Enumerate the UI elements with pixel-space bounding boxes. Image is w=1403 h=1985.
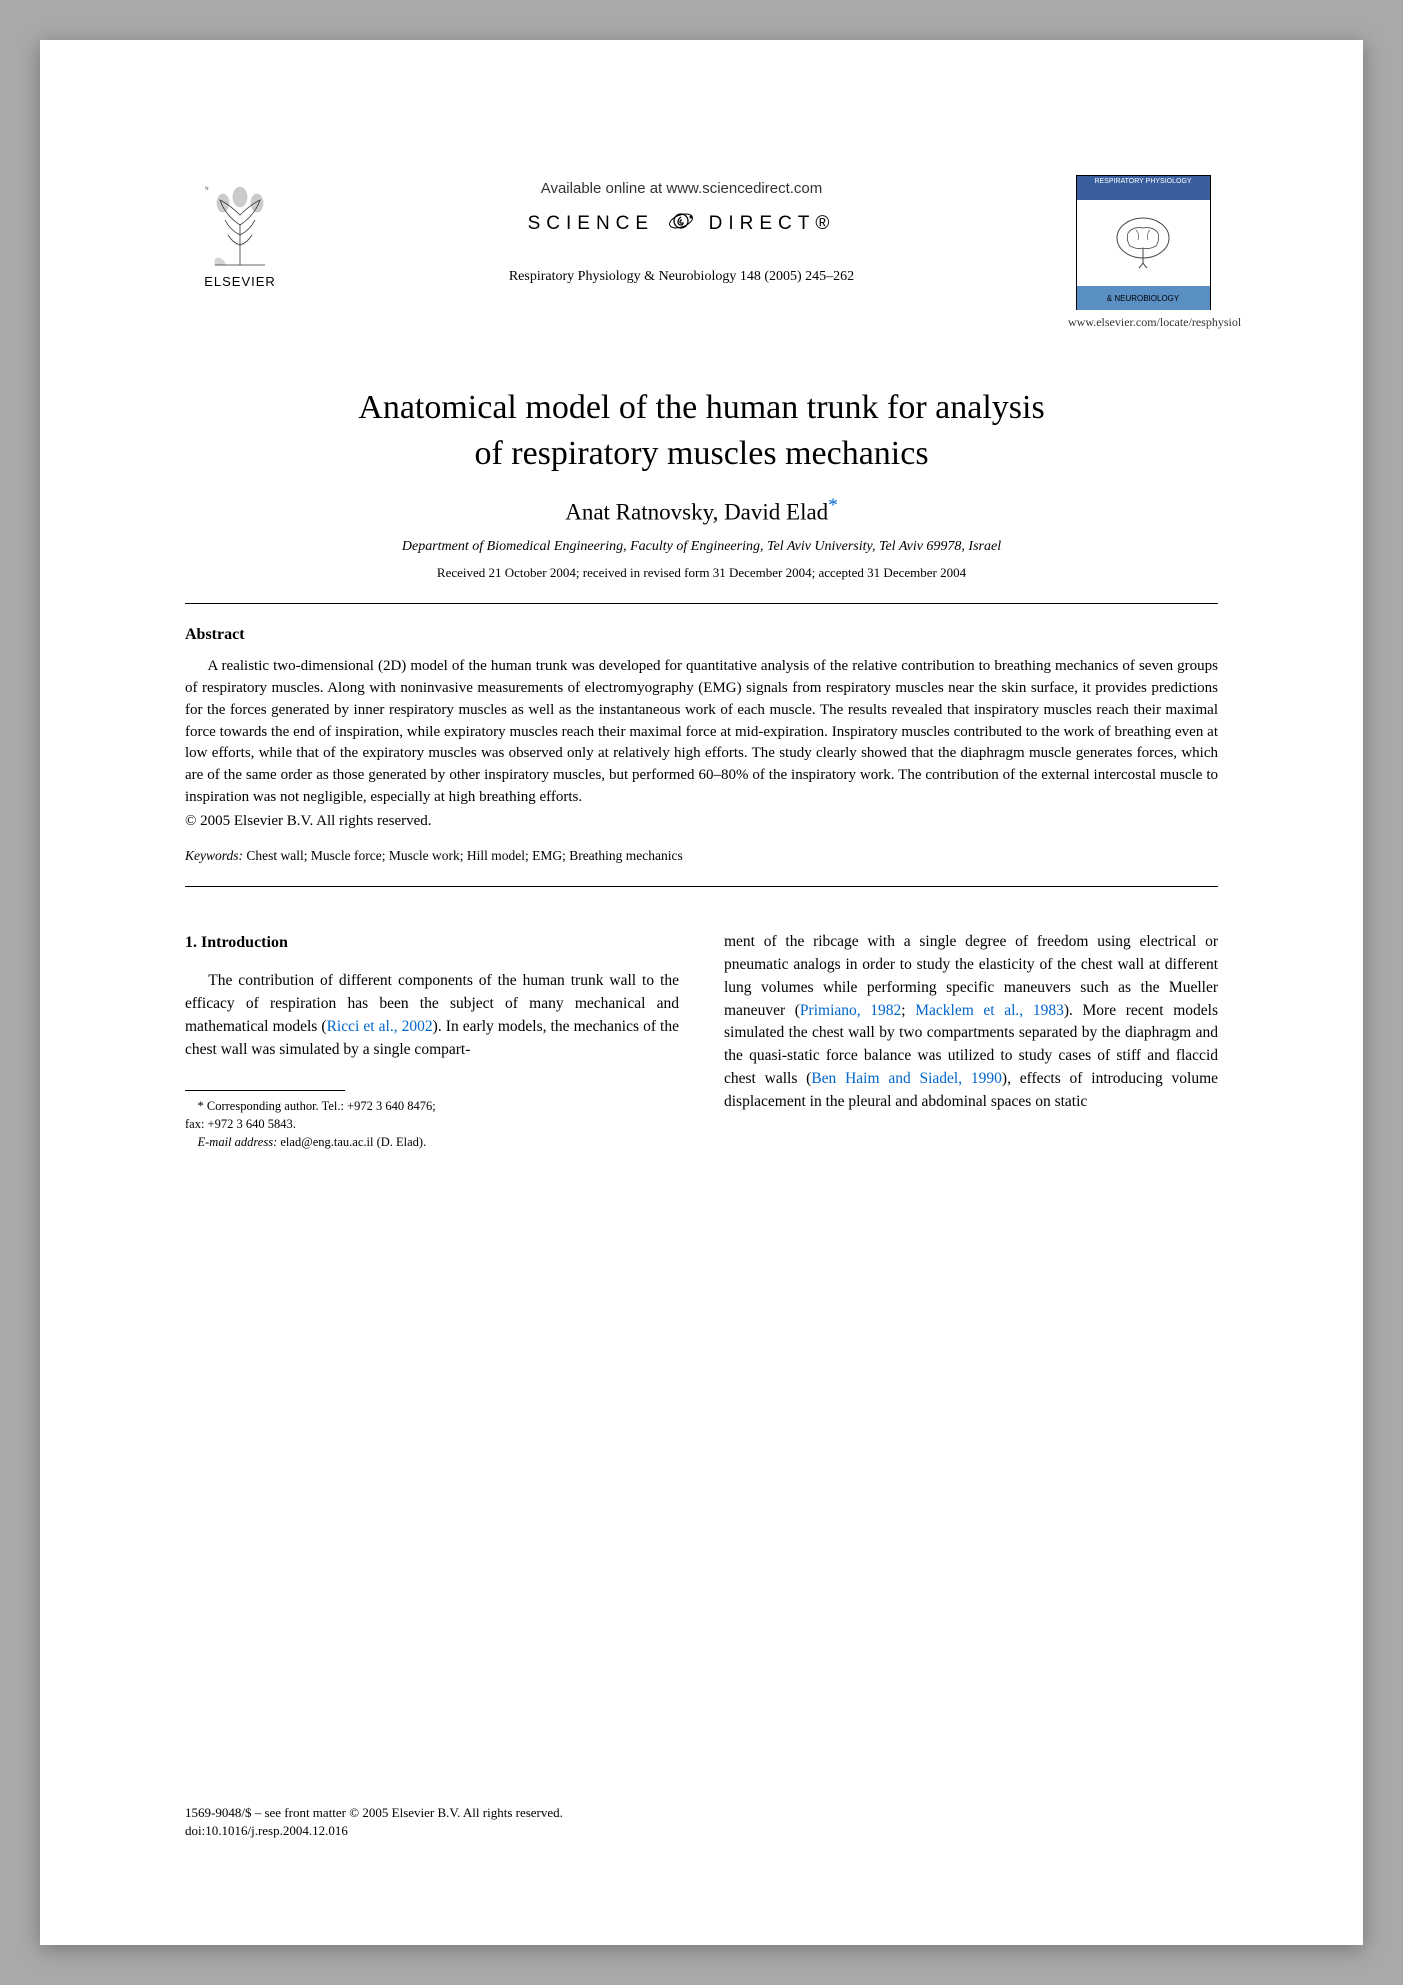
footnote-fax: fax: +972 3 640 5843. — [185, 1115, 679, 1133]
paper-title: Anatomical model of the human trunk for … — [185, 385, 1218, 477]
elsevier-tree-icon: N — [195, 175, 285, 270]
citation-benhaim[interactable]: Ben Haim and Siadel, 1990 — [811, 1070, 1002, 1087]
publisher-logo: N ELSEVIER — [185, 175, 295, 289]
footnote-corr-text: Corresponding author. Tel.: +972 3 640 8… — [207, 1099, 436, 1113]
title-line-2: of respiratory muscles mechanics — [474, 435, 928, 472]
abstract-section: Abstract A realistic two-dimensional (2D… — [185, 626, 1218, 863]
cover-box: RESPIRATORY PHYSIOLOGY & NEUROBIOLOGY — [1076, 175, 1211, 310]
rule-top — [185, 603, 1218, 604]
citation-macklem[interactable]: Macklem et al., 1983 — [915, 1002, 1064, 1019]
doi-line: doi:10.1016/j.resp.2004.12.016 — [185, 1822, 563, 1840]
cover-subtitle: & NEUROBIOLOGY — [1077, 286, 1210, 310]
email-label: E-mail address: — [198, 1135, 278, 1149]
cover-title: RESPIRATORY PHYSIOLOGY — [1077, 176, 1210, 200]
dates: Received 21 October 2004; received in re… — [185, 565, 1218, 581]
author-names: Anat Ratnovsky, David Elad — [565, 499, 828, 524]
bottom-meta: 1569-9048/$ – see front matter © 2005 El… — [185, 1804, 563, 1840]
body-columns: 1. Introduction The contribution of diff… — [185, 931, 1218, 1152]
abstract-text: A realistic two-dimensional (2D) model o… — [185, 656, 1218, 808]
citation-ricci[interactable]: Ricci et al., 2002 — [327, 1018, 433, 1035]
footnote-star: * — [198, 1099, 207, 1113]
corresponding-star: * — [828, 495, 838, 516]
issn-line: 1569-9048/$ – see front matter © 2005 El… — [185, 1804, 563, 1822]
at-orbit-icon — [667, 207, 695, 241]
sciencedirect-logo: SCIENCE DIRECT® — [528, 207, 836, 241]
footnote-email: E-mail address: elad@eng.tau.ac.il (D. E… — [185, 1133, 679, 1151]
footnote-rule — [185, 1090, 345, 1091]
authors: Anat Ratnovsky, David Elad* — [185, 495, 1218, 526]
affiliation: Department of Biomedical Engineering, Fa… — [185, 539, 1218, 555]
section-heading-intro: 1. Introduction — [185, 931, 679, 955]
cover-brain-icon — [1077, 200, 1210, 286]
column-right: ment of the ribcage with a single degree… — [724, 931, 1218, 1152]
intro-para-right: ment of the ribcage with a single degree… — [724, 931, 1218, 1115]
abstract-heading: Abstract — [185, 626, 1218, 644]
footnote-corresponding: * Corresponding author. Tel.: +972 3 640… — [185, 1097, 679, 1115]
intro-para-left: The contribution of different components… — [185, 970, 679, 1062]
rule-bottom — [185, 886, 1218, 887]
header-banner: N ELSEVIER Available online at www.scien… — [185, 175, 1218, 330]
science-text: SCIENCE — [528, 213, 654, 234]
journal-cover: RESPIRATORY PHYSIOLOGY & NEUROBIOLOGY ww… — [1068, 175, 1218, 330]
title-block: Anatomical model of the human trunk for … — [185, 385, 1218, 581]
direct-text: DIRECT® — [709, 213, 836, 234]
copyright: © 2005 Elsevier B.V. All rights reserved… — [185, 813, 1218, 830]
keywords-label: Keywords: — [185, 848, 243, 863]
column-left: 1. Introduction The contribution of diff… — [185, 931, 679, 1152]
title-line-1: Anatomical model of the human trunk for … — [358, 389, 1044, 426]
keywords-text: Chest wall; Muscle force; Muscle work; H… — [243, 848, 683, 863]
publisher-name: ELSEVIER — [185, 274, 295, 289]
page: N ELSEVIER Available online at www.scien… — [40, 40, 1363, 1945]
journal-url: www.elsevier.com/locate/resphysiol — [1068, 315, 1218, 330]
email-address: elad@eng.tau.ac.il (D. Elad). — [277, 1135, 426, 1149]
svg-text:N: N — [205, 187, 209, 192]
journal-reference: Respiratory Physiology & Neurobiology 14… — [295, 269, 1068, 285]
intro-r-mid1: ; — [901, 1002, 915, 1019]
keywords: Keywords: Chest wall; Muscle force; Musc… — [185, 848, 1218, 864]
citation-primiano[interactable]: Primiano, 1982 — [800, 1002, 901, 1019]
center-header: Available online at www.sciencedirect.co… — [295, 175, 1068, 285]
available-online-text: Available online at www.sciencedirect.co… — [295, 180, 1068, 197]
